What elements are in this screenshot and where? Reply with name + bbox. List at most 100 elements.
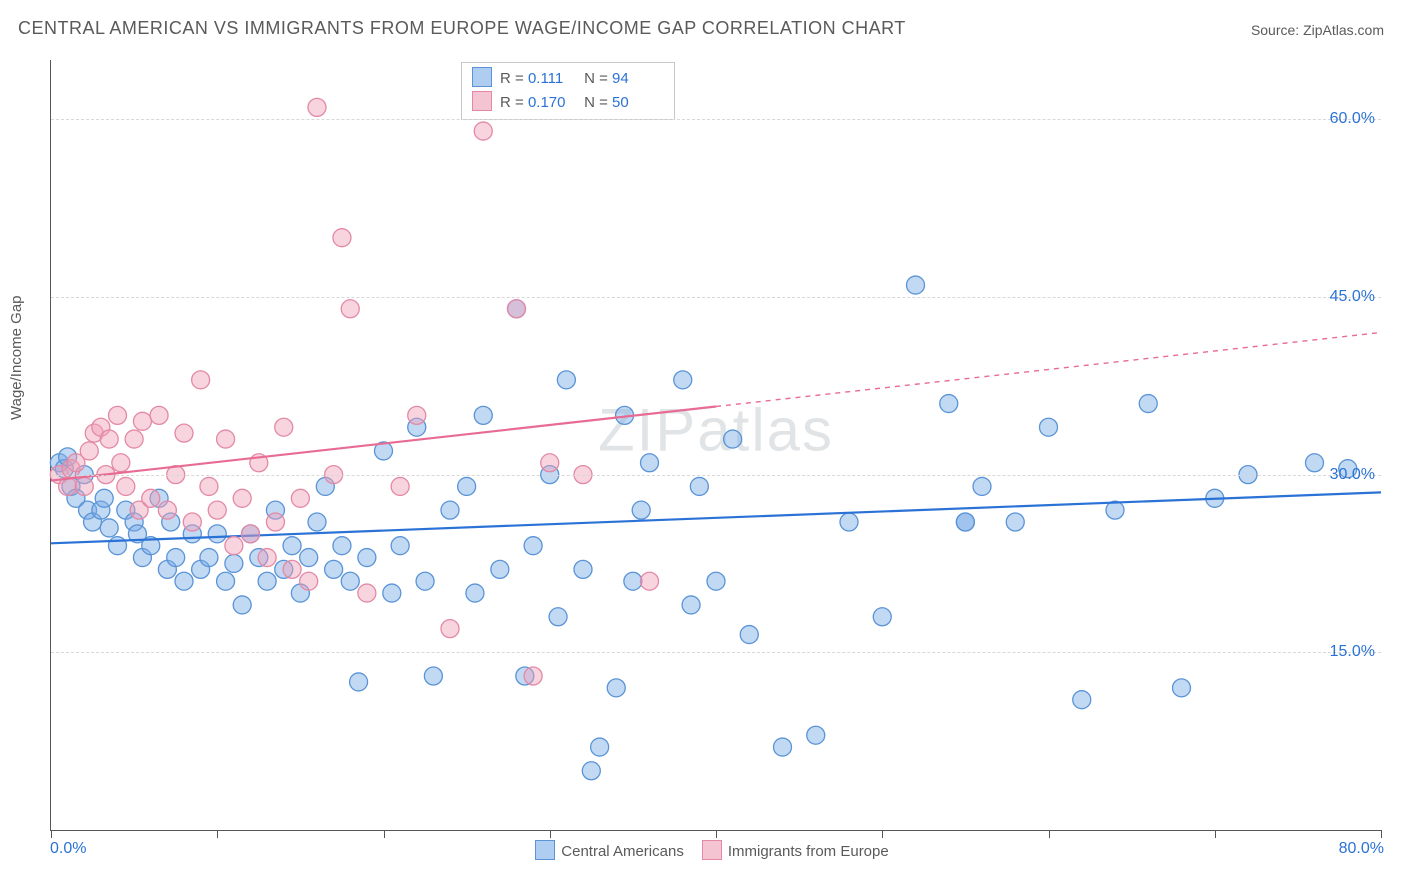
- data-point-europe: [192, 371, 210, 389]
- data-point-europe: [341, 300, 359, 318]
- data-point-central: [907, 276, 925, 294]
- data-point-central: [549, 608, 567, 626]
- data-point-central: [100, 519, 118, 537]
- data-point-central: [1073, 691, 1091, 709]
- x-tick: [1215, 830, 1216, 838]
- legend-label-central: Central Americans: [561, 843, 684, 860]
- data-point-central: [724, 430, 742, 448]
- data-point-europe: [217, 430, 235, 448]
- data-point-europe: [641, 572, 659, 590]
- y-tick-label: 30.0%: [1330, 466, 1375, 484]
- gridline: [51, 475, 1381, 476]
- data-point-central: [300, 549, 318, 567]
- data-point-central: [1040, 418, 1058, 436]
- gridline: [51, 119, 1381, 120]
- legend-swatch-central: [535, 840, 555, 860]
- x-tick: [217, 830, 218, 838]
- data-point-europe: [200, 477, 218, 495]
- data-point-central: [341, 572, 359, 590]
- data-point-europe: [408, 406, 426, 424]
- data-point-central: [491, 560, 509, 578]
- series-legend: Central AmericansImmigrants from Europe: [0, 840, 1406, 860]
- data-point-central: [175, 572, 193, 590]
- data-point-central: [707, 572, 725, 590]
- data-point-europe: [391, 477, 409, 495]
- x-tick: [1049, 830, 1050, 838]
- plot-area: ZIPatlas R = 0.111 N = 94R = 0.170 N = 5…: [50, 60, 1381, 831]
- data-point-europe: [333, 229, 351, 247]
- data-point-europe: [208, 501, 226, 519]
- source-value: ZipAtlas.com: [1303, 22, 1384, 38]
- source-label: Source:: [1251, 22, 1303, 38]
- data-point-central: [217, 572, 235, 590]
- chart-title: CENTRAL AMERICAN VS IMMIGRANTS FROM EURO…: [18, 18, 906, 39]
- data-point-europe: [441, 620, 459, 638]
- data-point-central: [95, 489, 113, 507]
- data-point-europe: [109, 406, 127, 424]
- n-value: 94: [612, 67, 664, 91]
- data-point-central: [807, 726, 825, 744]
- data-point-europe: [233, 489, 251, 507]
- data-point-europe: [225, 537, 243, 555]
- data-point-europe: [75, 477, 93, 495]
- data-point-europe: [300, 572, 318, 590]
- data-point-central: [167, 549, 185, 567]
- data-point-central: [607, 679, 625, 697]
- data-point-central: [774, 738, 792, 756]
- data-point-europe: [283, 560, 301, 578]
- data-point-central: [416, 572, 434, 590]
- data-point-central: [674, 371, 692, 389]
- data-point-central: [873, 608, 891, 626]
- legend-swatch-europe: [472, 91, 492, 111]
- data-point-europe: [508, 300, 526, 318]
- data-point-central: [233, 596, 251, 614]
- data-point-central: [1006, 513, 1024, 531]
- x-tick: [384, 830, 385, 838]
- y-tick-label: 60.0%: [1330, 110, 1375, 128]
- data-point-central: [466, 584, 484, 602]
- n-value: 50: [612, 91, 664, 115]
- data-point-europe: [100, 430, 118, 448]
- data-point-europe: [474, 122, 492, 140]
- data-point-central: [956, 513, 974, 531]
- data-point-central: [632, 501, 650, 519]
- n-label: N =: [584, 94, 608, 111]
- data-point-europe: [142, 489, 160, 507]
- data-point-central: [458, 477, 476, 495]
- data-point-central: [641, 454, 659, 472]
- data-point-europe: [242, 525, 260, 543]
- r-value: 0.170: [528, 91, 580, 115]
- data-point-central: [308, 513, 326, 531]
- data-point-central: [740, 626, 758, 644]
- data-point-europe: [80, 442, 98, 460]
- scatter-svg: [51, 60, 1381, 830]
- source-attribution: Source: ZipAtlas.com: [1251, 22, 1384, 38]
- data-point-central: [358, 549, 376, 567]
- data-point-europe: [133, 412, 151, 430]
- legend-swatch-europe: [702, 840, 722, 860]
- data-point-central: [208, 525, 226, 543]
- data-point-central: [391, 537, 409, 555]
- data-point-europe: [266, 513, 284, 531]
- gridline: [51, 652, 1381, 653]
- data-point-europe: [358, 584, 376, 602]
- data-point-central: [690, 477, 708, 495]
- data-point-central: [973, 477, 991, 495]
- x-tick: [1381, 830, 1382, 838]
- data-point-central: [225, 554, 243, 572]
- data-point-central: [333, 537, 351, 555]
- data-point-central: [109, 537, 127, 555]
- x-tick: [716, 830, 717, 838]
- data-point-central: [557, 371, 575, 389]
- r-label: R =: [500, 70, 524, 87]
- data-point-europe: [150, 406, 168, 424]
- gridline: [51, 297, 1381, 298]
- data-point-central: [441, 501, 459, 519]
- data-point-central: [350, 673, 368, 691]
- data-point-central: [383, 584, 401, 602]
- x-tick: [882, 830, 883, 838]
- data-point-central: [591, 738, 609, 756]
- correlation-row-central: R = 0.111 N = 94: [472, 67, 664, 91]
- x-tick: [51, 830, 52, 838]
- data-point-central: [940, 395, 958, 413]
